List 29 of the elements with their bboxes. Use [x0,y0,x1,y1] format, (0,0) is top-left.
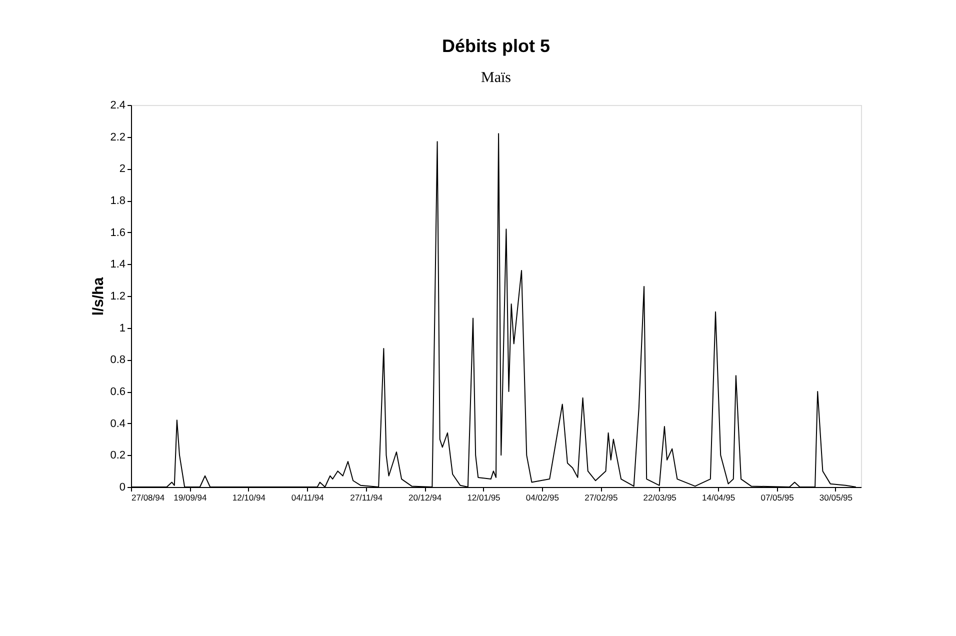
x-tick-label: 04/11/94 [291,492,324,502]
chart-title: Débits plot 5 [442,36,550,56]
y-tick-label: 0 [119,482,126,494]
y-tick-label: 0.6 [110,386,126,398]
y-tick-label: 2.4 [110,100,126,112]
y-tick-label: 2 [119,163,126,176]
y-tick-label: 1.6 [110,226,126,239]
x-tick-label: 22/03/95 [643,492,677,502]
x-tick-label: 27/08/94 [132,492,165,502]
x-tick-label: 12/01/95 [467,492,501,502]
x-tick-label: 20/12/94 [408,492,442,502]
chart-subtitle: Maïs [481,70,512,86]
x-tick-label: 27/11/94 [350,492,383,502]
y-tick-label: 2.2 [110,131,126,144]
y-tick-label: 1.4 [110,258,126,271]
y-tick-label: 1.8 [110,195,126,207]
y-tick-label: 1 [119,322,126,334]
y-axis-title: l/s/ha [90,276,108,316]
x-tick-label: 12/10/94 [232,492,266,502]
y-tick-label: 1.2 [110,290,126,302]
x-tick-label: 04/02/95 [526,492,560,502]
x-tick-label: 19/09/94 [174,492,208,502]
x-tick-label: 30/05/95 [819,492,853,502]
x-tick-label: 07/05/95 [760,492,794,502]
y-tick-label: 0.8 [110,354,126,366]
x-tick-label: 14/04/95 [702,492,736,502]
x-tick-label: 27/02/95 [584,492,618,502]
y-tick-label: 0.2 [110,450,126,462]
y-tick-label: 0.4 [110,418,126,430]
